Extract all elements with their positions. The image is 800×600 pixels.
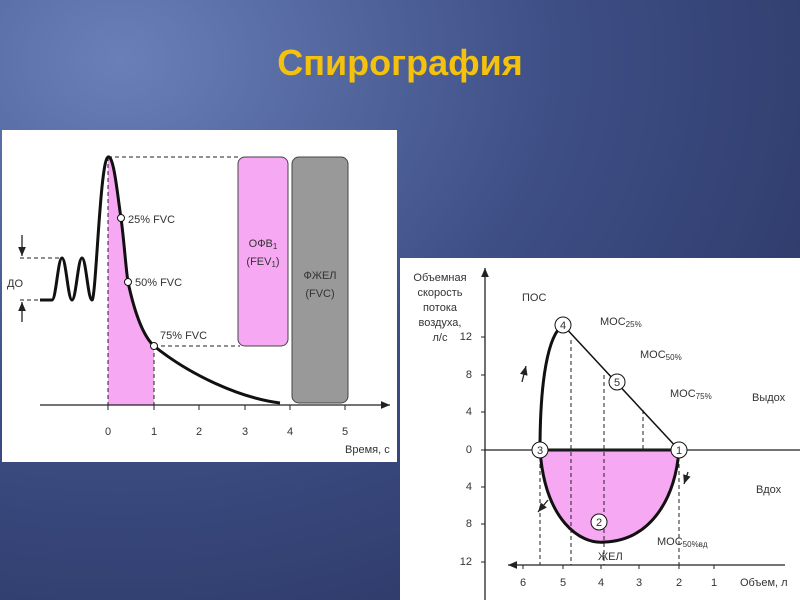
x-tick-label: 3: [242, 426, 248, 438]
point: [590, 513, 608, 531]
fvc-box: [291, 156, 349, 404]
y-tick-label: 0: [466, 444, 472, 456]
y-tick-label: 4: [466, 406, 472, 418]
y-tick-label: 8: [466, 518, 472, 530]
x-tick-label: 0: [105, 426, 111, 438]
x-tick-label: 1: [711, 577, 717, 589]
y-ticks: 12 8 4 0 4 8 12: [460, 331, 485, 568]
text: МОС: [657, 536, 683, 548]
x-ticks: 0 1 2 3 4 5: [105, 405, 348, 438]
point-label: 5: [614, 377, 620, 389]
fev-box: [237, 156, 289, 347]
slide-title: Спирография: [277, 42, 523, 83]
text: ): [276, 256, 280, 268]
point: [150, 342, 158, 350]
mos50vd: МОС50%вд: [657, 536, 708, 549]
label: Вдох: [756, 484, 782, 496]
point-label: 4: [560, 320, 566, 332]
text: МОС: [670, 388, 696, 400]
x-axis-title: Время, с: [345, 444, 390, 456]
fev-label: (FEV1): [246, 256, 279, 269]
ofv-label: ОФВ1: [249, 238, 278, 251]
text: 75%: [696, 392, 712, 401]
text: 1: [273, 242, 278, 251]
x-tick-label: 2: [196, 426, 202, 438]
label: ЖЕЛ: [598, 551, 623, 563]
arrow: [683, 471, 691, 485]
x-tick-label: 5: [342, 426, 348, 438]
y-title-line: л/с: [433, 332, 448, 344]
point: [608, 373, 626, 391]
y-tick-label: 12: [460, 556, 472, 568]
label: 50% FVC: [135, 277, 182, 289]
mos75: МОС75%: [670, 388, 712, 401]
text: МОС: [600, 316, 626, 328]
text: МОС: [640, 349, 666, 361]
inspiration-loop: [538, 448, 681, 544]
y-tick-label: 4: [466, 481, 472, 493]
y-title-line: воздуха,: [419, 317, 462, 329]
label: 25% FVC: [128, 214, 175, 226]
arrow: [537, 499, 549, 513]
y-tick-label: 8: [466, 369, 472, 381]
x-ticks: 6 5 4 3 2 1: [520, 565, 717, 589]
point-label: 1: [676, 445, 682, 457]
label: 75% FVC: [160, 330, 207, 342]
y-title-line: скорость: [417, 287, 462, 299]
spirogram-curve: [40, 155, 281, 405]
label: ДО: [7, 278, 23, 290]
points: 1 2 3 4 5: [531, 316, 688, 531]
text: ОФВ: [249, 238, 273, 250]
label: (FVC): [305, 288, 334, 300]
x-tick-label: 6: [520, 577, 526, 589]
x-axis-title: Объем, л: [740, 577, 788, 589]
y-title-line: Объемная: [413, 272, 466, 284]
y-tick-label: 12: [460, 331, 472, 343]
text: 50%: [666, 353, 682, 362]
right-panel: [400, 258, 800, 600]
text: (FEV: [246, 256, 272, 268]
point-label: 2: [596, 517, 602, 529]
y-title-line: потока: [423, 302, 458, 314]
label: ПОС: [522, 292, 546, 304]
arrow: [520, 365, 528, 383]
point: [531, 441, 549, 459]
text: 25%: [626, 320, 642, 329]
x-tick-label: 4: [598, 577, 604, 589]
x-tick-label: 1: [151, 426, 157, 438]
y-axis-title: Объемная скорость потока воздуха, л/с: [413, 272, 466, 344]
mos25: МОС25%: [600, 316, 642, 329]
x-tick-label: 3: [636, 577, 642, 589]
mos50: МОС50%: [640, 349, 682, 362]
text: 50%вд: [683, 540, 708, 549]
x-tick-label: 5: [560, 577, 566, 589]
label: ФЖЕЛ: [303, 270, 336, 282]
point: [117, 214, 125, 222]
x-tick-label: 4: [287, 426, 293, 438]
label: Выдох: [752, 392, 786, 404]
point-label: 3: [537, 445, 543, 457]
point: [554, 316, 572, 334]
text: 1: [271, 260, 276, 269]
point: [124, 278, 132, 286]
x-tick-label: 2: [676, 577, 682, 589]
point: [670, 441, 688, 459]
